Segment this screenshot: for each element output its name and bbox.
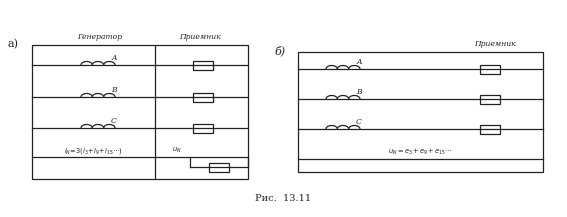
Text: $i_N\!=\!3(i_3\!+\!i_9\!+\!i_{15}\cdots)$: $i_N\!=\!3(i_3\!+\!i_9\!+\!i_{15}\cdots)…: [64, 146, 122, 156]
Bar: [193, 92, 213, 102]
Text: $u_N$: $u_N$: [172, 146, 182, 155]
Bar: [193, 61, 213, 69]
Text: Генератор: Генератор: [78, 33, 122, 41]
Bar: [193, 123, 213, 133]
Bar: [209, 163, 229, 171]
Text: A: A: [111, 54, 117, 62]
Text: Приемник: Приемник: [179, 33, 221, 41]
Bar: [298, 52, 543, 172]
Bar: [480, 64, 500, 74]
Text: Рис.  13.11: Рис. 13.11: [255, 194, 311, 203]
Text: C: C: [111, 117, 117, 125]
Text: Приемник: Приемник: [474, 40, 516, 48]
Bar: [480, 94, 500, 104]
Text: A: A: [356, 58, 362, 66]
Text: B: B: [356, 88, 362, 96]
Bar: [480, 125, 500, 133]
Text: $u_N = e_3 + e_9 + e_{15}\cdots$: $u_N = e_3 + e_9 + e_{15}\cdots$: [388, 147, 452, 157]
Text: C: C: [356, 118, 362, 126]
Text: B: B: [111, 86, 117, 94]
Text: а): а): [8, 39, 19, 49]
Text: б): б): [274, 46, 285, 57]
Bar: [32, 45, 248, 179]
